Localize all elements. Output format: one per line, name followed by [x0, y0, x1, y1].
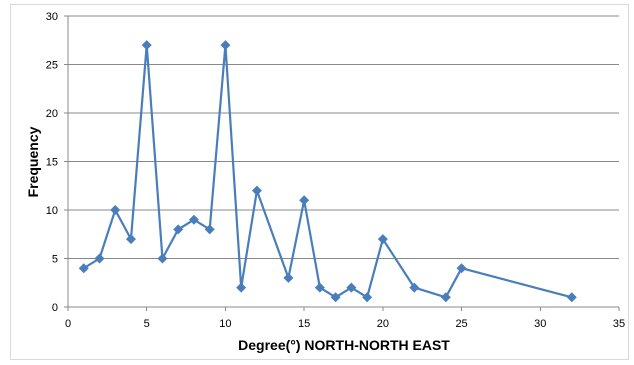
x-tick-label: 5 — [144, 318, 150, 330]
data-point — [362, 292, 373, 303]
data-point — [125, 234, 136, 245]
x-tick-label: 25 — [455, 318, 467, 330]
y-tick-label: 5 — [52, 254, 58, 266]
y-tick-label: 15 — [46, 157, 58, 169]
data-point — [283, 272, 294, 283]
y-tick-labels: 0 5 10 15 20 25 30 — [46, 11, 58, 314]
data-point — [377, 234, 388, 245]
data-point — [204, 224, 215, 235]
data-point — [330, 292, 341, 303]
x-tick-label: 0 — [65, 318, 71, 330]
data-point — [157, 253, 168, 264]
data-point — [299, 195, 310, 206]
y-tick-label: 20 — [46, 108, 58, 120]
gridlines — [68, 15, 619, 259]
data-point — [314, 282, 325, 293]
x-tick-label: 35 — [613, 318, 625, 330]
data-point — [456, 263, 467, 274]
chart-frame — [10, 4, 629, 360]
x-tick-label: 15 — [298, 318, 310, 330]
x-tick-label: 20 — [377, 318, 389, 330]
data-point — [78, 263, 89, 274]
data-point — [94, 253, 105, 264]
y-axis-title: Frequency — [25, 126, 41, 197]
data-point — [236, 282, 247, 293]
data-point — [251, 185, 262, 196]
x-tick-label: 10 — [219, 318, 231, 330]
data-point — [188, 214, 199, 225]
data-point — [220, 40, 231, 51]
data-point — [110, 205, 121, 215]
y-tick-label: 0 — [52, 302, 58, 314]
x-tick-labels: 0 5 10 15 20 25 30 35 — [65, 318, 625, 330]
series-line — [83, 43, 573, 299]
y-tick-label: 10 — [46, 205, 58, 217]
data-point — [409, 282, 420, 293]
data-series — [78, 40, 577, 303]
x-tick-label: 30 — [534, 318, 546, 330]
x-axis-title: Degree(°) NORTH-NORTH EAST — [238, 337, 450, 353]
axes — [64, 15, 620, 311]
data-point — [173, 224, 184, 235]
data-point — [440, 292, 451, 303]
data-point — [346, 282, 357, 293]
y-tick-label: 25 — [46, 60, 58, 72]
y-tick-label: 30 — [46, 11, 58, 23]
data-point — [141, 40, 152, 51]
data-point — [566, 292, 577, 303]
